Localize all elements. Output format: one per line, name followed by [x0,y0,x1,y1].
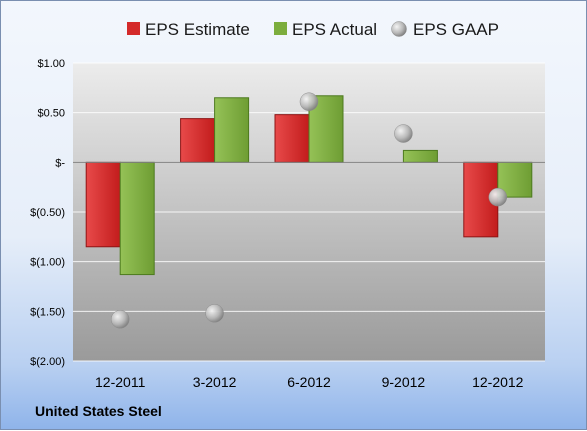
x-tick-label: 12-2011 [95,374,146,390]
legend-item-actual: EPS Actual [274,20,377,39]
company-name: United States Steel [35,403,162,419]
x-tick-label: 12-2012 [472,374,524,390]
marker-eps-gaap [394,124,413,143]
x-tick-label: 3-2012 [193,374,237,390]
bar-eps-actual [119,161,155,276]
y-axis: $1.00 $0.50 $- $(0.50) $(1.00) $(1.50) $(2.00) [30,58,65,368]
legend-swatch-gaap [391,21,407,37]
y-tick-label: $(2.00) [30,356,65,368]
legend-item-estimate: EPS Estimate [127,20,250,39]
legend-item-gaap: EPS GAAP [391,20,499,39]
y-tick-label: $1.00 [37,58,65,70]
x-axis: 12-2011 3-2012 6-2012 9-2012 12-2012 [95,374,524,390]
bar-eps-actual [214,97,250,163]
y-tick-label: $(0.50) [30,207,65,219]
legend-swatch-actual [274,22,287,35]
legend: EPS Estimate EPS Actual EPS GAAP [127,20,499,39]
legend-label-actual: EPS Actual [292,20,377,39]
marker-eps-gaap [488,187,508,207]
marker-eps-gaap [299,92,319,111]
marker-eps-gaap [110,310,130,329]
marker-eps-gaap [205,304,224,323]
bar-eps-estimate [274,114,310,163]
legend-label-gaap: EPS GAAP [413,20,499,39]
x-tick-label: 6-2012 [287,374,331,390]
bar-eps-estimate [180,118,216,163]
y-tick-label: $(1.50) [30,306,65,318]
bar-eps-estimate [85,161,121,248]
bar-eps-actual [402,149,438,163]
gaap-markers [110,92,508,329]
legend-label-estimate: EPS Estimate [145,20,250,39]
y-tick-label: $- [55,157,65,169]
y-tick-label: $(1.00) [30,257,65,269]
x-tick-label: 9-2012 [382,374,426,390]
y-tick-label: $0.50 [37,108,65,120]
legend-swatch-estimate [127,22,140,35]
